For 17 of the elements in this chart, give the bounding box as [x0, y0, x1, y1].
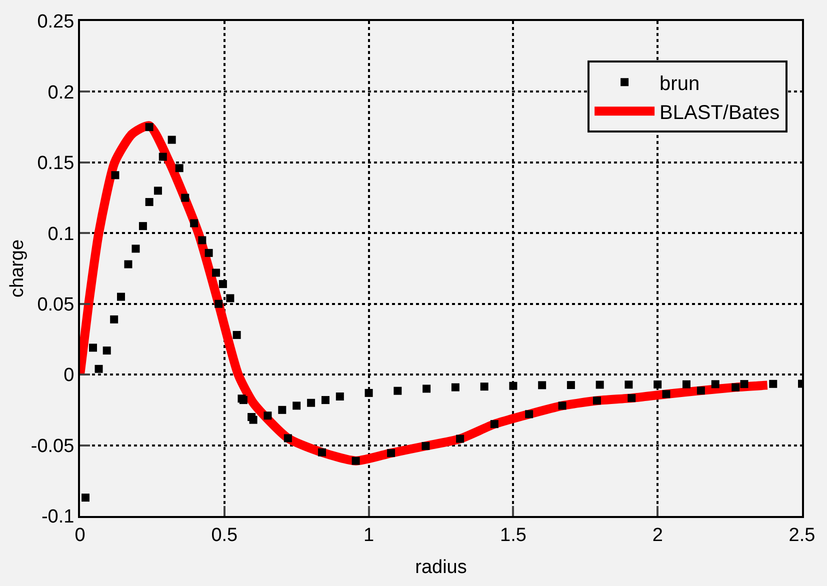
y-tick-label: 0.2 — [48, 82, 74, 104]
x-tick-label: 0.5 — [211, 524, 238, 546]
y-tick-label: 0.1 — [48, 224, 74, 245]
y-tick-label: 0.25 — [37, 12, 74, 33]
y-axis-title: charge — [7, 239, 28, 298]
y-tick-label: 0 — [64, 365, 74, 386]
y-tick-label: -0.05 — [30, 436, 74, 457]
x-tick-label: 1 — [364, 524, 374, 546]
y-tick-label: 0.15 — [37, 153, 74, 174]
x-axis-title: radius — [415, 557, 467, 578]
x-tick-label: 2 — [652, 524, 663, 546]
y-tick-label: 0.05 — [37, 294, 74, 316]
legend-label: brun — [660, 72, 700, 95]
x-tick-label: 2.5 — [788, 524, 816, 546]
legend-label: BLAST/Bates — [660, 102, 780, 124]
x-tick-label: 1.5 — [500, 524, 526, 546]
y-tick-label: -0.1 — [41, 506, 74, 528]
